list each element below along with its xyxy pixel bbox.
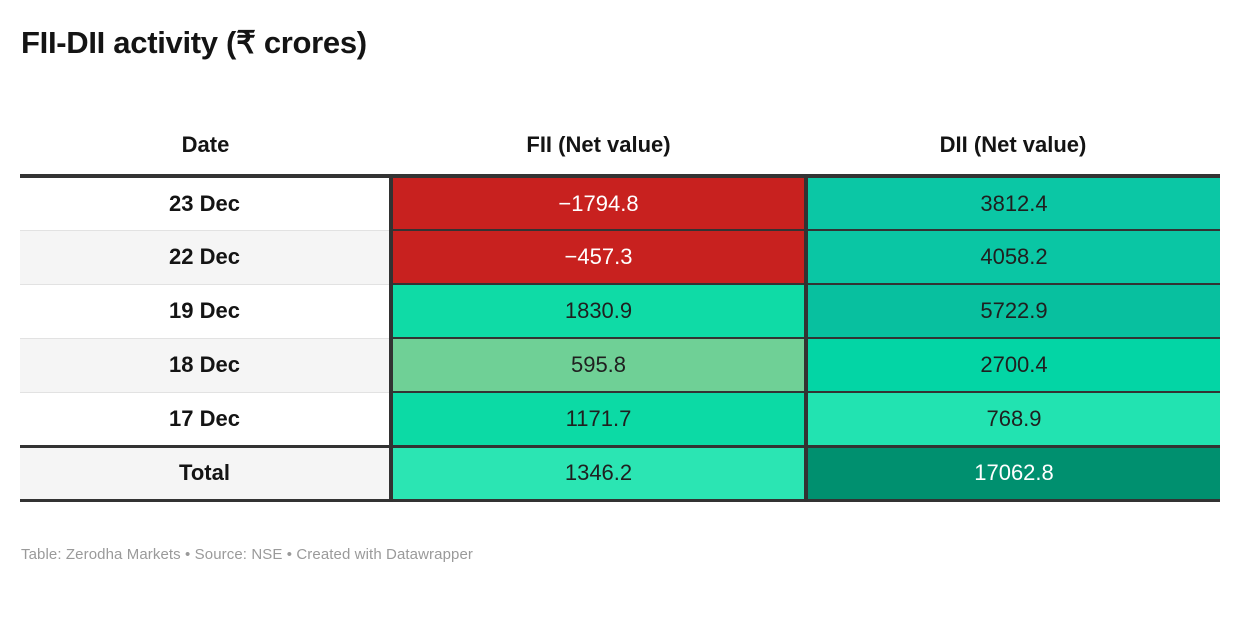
column-header-dii: DII (Net value) (806, 116, 1220, 178)
dii-value-cell: 2700.4 (804, 338, 1220, 393)
column-header-fii: FII (Net value) (391, 116, 806, 178)
dii-value-cell: 3812.4 (804, 176, 1220, 231)
column-header-date: Date (20, 116, 391, 178)
date-cell: 18 Dec (20, 338, 391, 393)
dii-total-cell: 17062.8 (804, 444, 1220, 502)
total-row: Total 1346.2 17062.8 (20, 444, 1220, 502)
dii-value-cell: 768.9 (804, 392, 1220, 447)
date-cell: 23 Dec (20, 176, 391, 231)
fii-value-cell: 1171.7 (389, 392, 806, 447)
fii-value-cell: −1794.8 (389, 176, 806, 231)
total-label-cell: Total (20, 444, 391, 502)
page: FII-DII activity (₹ crores) Date FII (Ne… (0, 24, 1240, 563)
date-cell: 17 Dec (20, 392, 391, 447)
fii-value-cell: 1830.9 (389, 284, 806, 339)
dii-value-cell: 5722.9 (804, 284, 1220, 339)
table-row: 23 Dec −1794.8 3812.4 (20, 176, 1220, 231)
table-row: 19 Dec 1830.9 5722.9 (20, 284, 1220, 339)
fii-total-cell: 1346.2 (389, 444, 806, 502)
header-row: Date FII (Net value) DII (Net value) (20, 116, 1220, 178)
fii-value-cell: 595.8 (389, 338, 806, 393)
fii-dii-table: Date FII (Net value) DII (Net value) 23 … (20, 116, 1220, 502)
page-title: FII-DII activity (₹ crores) (21, 25, 367, 60)
table-header: Date FII (Net value) DII (Net value) (20, 116, 1220, 178)
table-row: 18 Dec 595.8 2700.4 (20, 338, 1220, 393)
table-row: 17 Dec 1171.7 768.9 (20, 392, 1220, 447)
date-cell: 22 Dec (20, 230, 391, 285)
table-row: 22 Dec −457.3 4058.2 (20, 230, 1220, 285)
dii-value-cell: 4058.2 (804, 230, 1220, 285)
table-attribution: Table: Zerodha Markets • Source: NSE • C… (21, 545, 474, 563)
date-cell: 19 Dec (20, 284, 391, 339)
fii-value-cell: −457.3 (389, 230, 806, 285)
